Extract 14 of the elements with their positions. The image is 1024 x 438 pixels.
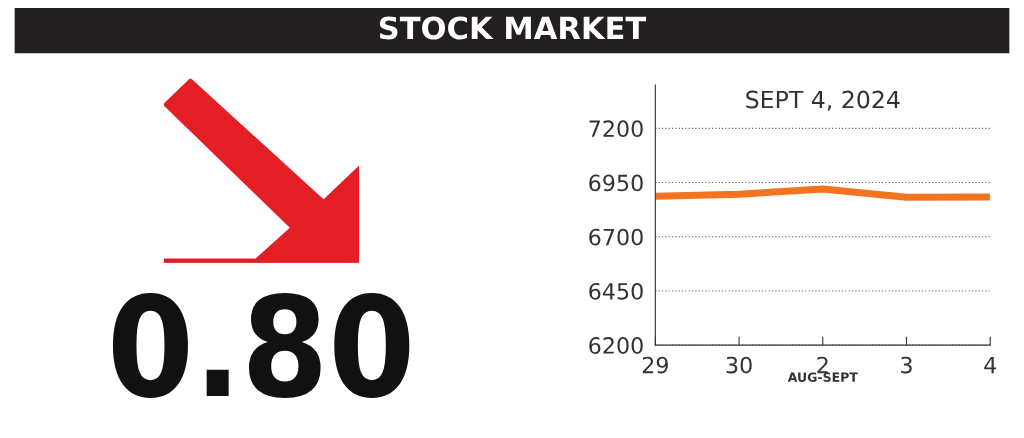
y-tick-label: 6700 — [589, 228, 643, 246]
chart-subtitle: SEPT 4, 2024 — [746, 90, 900, 111]
x-tick-label: 4 — [984, 356, 997, 374]
x-tick-label: 2 — [817, 356, 828, 374]
y-tick-label: 7200 — [589, 120, 643, 138]
x-axis-title: AUG-SEPT — [787, 372, 858, 382]
x-tick-label: 29 — [642, 356, 668, 374]
x-tick-label: 30 — [726, 356, 752, 374]
chart-title: STOCK MARKET — [379, 16, 647, 40]
text: 0.80 — [112, 292, 410, 398]
x-tick-label: 3 — [901, 356, 912, 374]
y-tick-label: 6950 — [589, 174, 643, 192]
y-tick-label: 6200 — [589, 337, 643, 354]
y-tick-label: 6450 — [589, 282, 643, 300]
